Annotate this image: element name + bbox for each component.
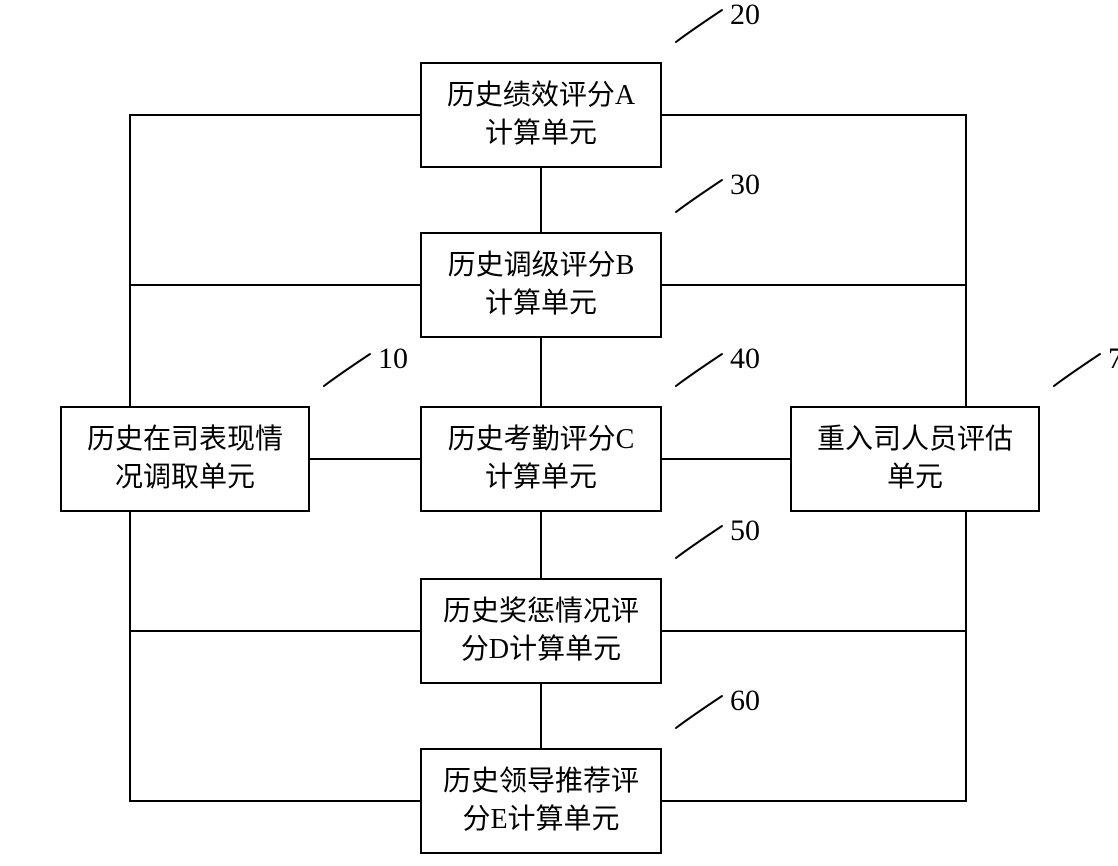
node-70-line1: 重入司人员评估 [817,424,1013,455]
ref-10: 10 [378,342,408,376]
node-10-line2: 况调取单元 [115,462,255,493]
ref-40: 40 [730,342,760,376]
ref-60: 60 [730,684,760,718]
node-60: 历史领导推荐评分E计算单元 [420,748,662,854]
node-30-line2: 计算单元 [485,288,597,319]
node-40: 历史考勤评分C 计算单元 [420,406,662,512]
node-10-line1: 历史在司表现情 [87,424,283,455]
node-70-line2: 单元 [887,462,943,493]
node-20: 历史绩效评分A 计算单元 [420,62,662,168]
node-60-line2: 分E计算单元 [462,804,619,835]
node-40-line2: 计算单元 [485,462,597,493]
ref-20: 20 [730,0,760,32]
node-20-line2: 计算单元 [485,118,597,149]
ref-70: 70 [1108,342,1118,376]
node-70: 重入司人员评估单元 [790,406,1040,512]
node-10: 历史在司表现情况调取单元 [60,406,310,512]
node-40-line1: 历史考勤评分C [448,424,635,455]
node-50-line1: 历史奖惩情况评 [443,596,639,627]
node-20-line1: 历史绩效评分A [447,80,635,111]
diagram-stage: 历史在司表现情况调取单元 10 历史绩效评分A 计算单元 20 历史调级评分B 计算单元 30… [0,0,1118,866]
ref-30: 30 [730,168,760,202]
node-50-line2: 分D计算单元 [461,634,621,665]
ref-50: 50 [730,514,760,548]
node-60-line1: 历史领导推荐评 [443,766,639,797]
node-30: 历史调级评分B 计算单元 [420,232,662,338]
node-30-line1: 历史调级评分B [448,250,635,281]
node-50: 历史奖惩情况评分D计算单元 [420,578,662,684]
